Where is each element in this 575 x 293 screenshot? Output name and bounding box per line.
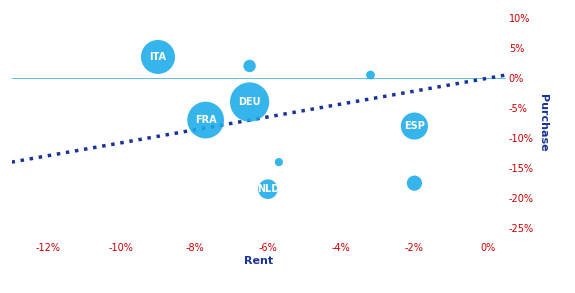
Point <box>366 73 375 77</box>
Y-axis label: Purchase: Purchase <box>538 94 548 152</box>
Point <box>245 64 254 68</box>
Text: ITA: ITA <box>150 52 167 62</box>
Point <box>410 124 419 128</box>
Point <box>274 160 283 164</box>
Text: FRA: FRA <box>195 115 216 125</box>
Point <box>201 118 210 122</box>
Point <box>245 100 254 104</box>
Text: ESP: ESP <box>404 121 425 131</box>
Point <box>154 54 163 59</box>
Text: DEU: DEU <box>239 97 261 107</box>
X-axis label: Rent: Rent <box>244 256 273 266</box>
Point <box>263 187 273 192</box>
Text: NLD: NLD <box>256 184 279 194</box>
Point <box>410 181 419 185</box>
